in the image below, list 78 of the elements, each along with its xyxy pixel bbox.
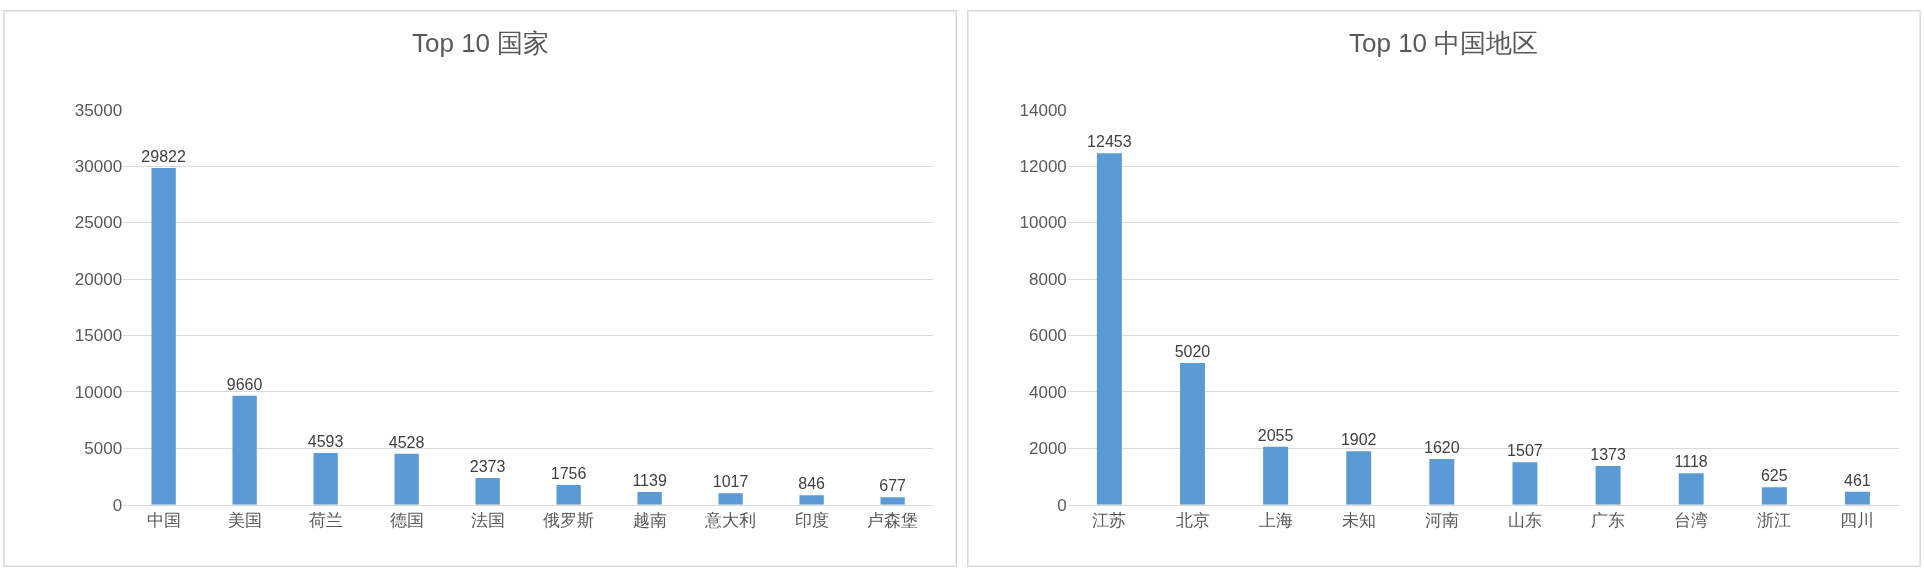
- x-tick-label: 山东: [1507, 511, 1542, 531]
- data-label: 5020: [1174, 343, 1211, 361]
- x-tick-label: 台湾: [1674, 511, 1709, 531]
- y-tick-label: 30000: [74, 157, 123, 177]
- data-label: 1620: [1424, 439, 1460, 457]
- data-label: 677: [879, 477, 907, 495]
- bar: [880, 497, 905, 505]
- y-tick-label: 10000: [74, 382, 123, 402]
- chart-title: Top 10 国家: [412, 28, 550, 58]
- bar: [1512, 462, 1538, 505]
- data-label: 4593: [307, 432, 344, 450]
- y-tick-label: 14000: [1019, 100, 1067, 120]
- x-tick-label: 美国: [227, 511, 262, 531]
- y-tick-label: 6000: [1028, 326, 1067, 346]
- bar: [1263, 446, 1289, 505]
- y-tick-label: 4000: [1028, 382, 1067, 402]
- data-label: 1139: [632, 471, 667, 489]
- x-tick-label: 卢森堡: [867, 511, 919, 531]
- data-label: 625: [1760, 467, 1788, 485]
- bar: [475, 478, 500, 505]
- bar: [637, 491, 662, 505]
- y-tick-label: 0: [1057, 495, 1067, 515]
- data-label: 4528: [388, 433, 425, 451]
- x-tick-label: 越南: [632, 511, 667, 531]
- chart-title: Top 10 中国地区: [1349, 28, 1539, 58]
- bar: [1180, 363, 1205, 505]
- x-tick-label: 意大利: [704, 511, 757, 531]
- bar: [718, 493, 743, 505]
- bar: [1761, 487, 1787, 505]
- y-tick-label: 20000: [74, 269, 123, 289]
- bar: [394, 453, 419, 505]
- y-tick-label: 15000: [74, 326, 123, 346]
- x-tick-label: 北京: [1175, 511, 1210, 531]
- y-tick-label: 0: [112, 495, 123, 515]
- y-tick-label: 35000: [74, 100, 123, 120]
- x-tick-label: 德国: [389, 511, 424, 531]
- data-label: 1756: [550, 465, 587, 482]
- bar: [799, 495, 824, 505]
- bar: [1346, 451, 1372, 505]
- bar: [1429, 459, 1455, 505]
- y-tick-label: 8000: [1028, 269, 1067, 289]
- x-tick-label: 荷兰: [308, 511, 343, 531]
- y-tick-label: 12000: [1019, 157, 1067, 177]
- bar: [313, 452, 338, 505]
- data-label: 2055: [1257, 426, 1294, 444]
- data-label: 1017: [712, 473, 749, 491]
- bar: [556, 485, 581, 505]
- data-label: 29822: [141, 148, 186, 166]
- y-tick-label: 5000: [84, 439, 123, 459]
- data-label: 1118: [1674, 453, 1708, 471]
- y-tick-label: 25000: [74, 213, 123, 233]
- x-tick-label: 法国: [470, 511, 505, 531]
- data-label: 1902: [1340, 431, 1377, 449]
- bar: [232, 395, 257, 505]
- bar: [1595, 466, 1621, 505]
- x-tick-label: 中国: [146, 511, 181, 531]
- y-tick-label: 10000: [1019, 213, 1067, 233]
- data-label: 9660: [226, 375, 263, 393]
- data-label: 846: [798, 475, 826, 493]
- bar: [1096, 153, 1122, 505]
- x-tick-label: 四川: [1840, 511, 1875, 531]
- x-tick-label: 浙江: [1757, 511, 1792, 531]
- x-tick-label: 印度: [794, 511, 829, 531]
- data-label: 12453: [1087, 133, 1132, 151]
- x-tick-label: 未知: [1341, 511, 1376, 531]
- x-tick-label: 上海: [1258, 511, 1293, 531]
- y-tick-label: 2000: [1028, 439, 1067, 459]
- x-tick-label: 俄罗斯: [543, 511, 595, 531]
- bar: [151, 168, 176, 505]
- x-tick-label: 河南: [1424, 511, 1459, 531]
- data-label: 461: [1844, 471, 1871, 489]
- data-label: 2373: [469, 458, 506, 476]
- bar: [1678, 473, 1704, 505]
- bar: [1844, 491, 1870, 505]
- data-label: 1507: [1507, 442, 1543, 460]
- x-tick-label: 广东: [1591, 511, 1626, 531]
- x-tick-label: 江苏: [1092, 511, 1127, 531]
- data-label: 1373: [1590, 446, 1626, 464]
